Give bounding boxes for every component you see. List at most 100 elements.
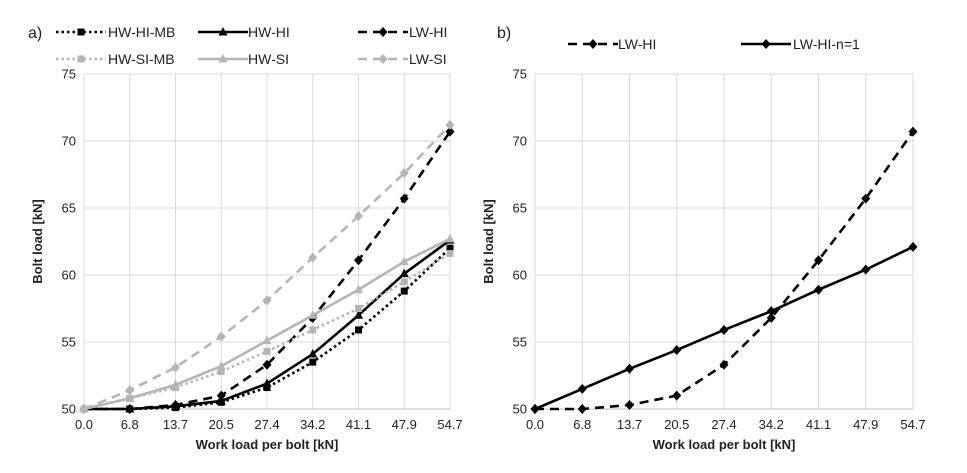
y-tick-label: 60 xyxy=(513,268,527,283)
legend-label: HW-HI xyxy=(248,24,290,40)
legend-marker xyxy=(378,54,388,64)
x-tick-label: 47.9 xyxy=(853,417,878,432)
legend-marker xyxy=(378,27,388,37)
legend: LW-HI LW-HI-n=1 xyxy=(568,36,860,52)
legend-marker xyxy=(588,39,598,49)
data-point xyxy=(719,324,729,335)
panel-b: 50 55 60 65 70 75 0.0 6.8 13.7 20.5 27.4 34.2 41.1 47… xyxy=(481,25,926,452)
x-tick-label: 13.7 xyxy=(617,417,642,432)
data-point xyxy=(672,390,682,401)
data-point xyxy=(354,211,363,222)
data-point xyxy=(216,390,226,401)
legend-marker xyxy=(761,39,771,49)
data-point xyxy=(125,404,135,414)
data-point xyxy=(625,363,634,374)
y-tick-label: 75 xyxy=(62,67,76,82)
x-tick-label: 0.0 xyxy=(75,417,93,432)
data-point xyxy=(262,359,272,370)
data-point xyxy=(355,326,362,334)
x-tick-label: 20.5 xyxy=(209,417,234,432)
data-point xyxy=(445,119,455,130)
legend-label: LW-SI xyxy=(409,51,447,67)
data-point xyxy=(400,287,408,295)
x-tick-label: 6.8 xyxy=(121,417,139,432)
legend-label: LW-HI xyxy=(409,24,447,40)
y-axis-title: Bolt load [kN] xyxy=(30,199,45,284)
panel-label: a) xyxy=(28,25,42,42)
legend-label: HW-SI xyxy=(248,51,289,67)
y-tick-label: 65 xyxy=(62,201,76,216)
data-point xyxy=(445,233,455,243)
legend-label: LW-HI xyxy=(618,36,656,52)
y-tick-label: 50 xyxy=(62,402,76,417)
data-point xyxy=(861,264,871,275)
x-tick-label: 13.7 xyxy=(163,417,188,432)
data-point xyxy=(861,193,871,204)
legend-label: LW-HI-n=1 xyxy=(793,36,860,52)
data-point xyxy=(446,250,454,258)
data-point xyxy=(263,347,271,355)
legend: HW-HI-MB HW-HI LW-HI HW-SI-MB HW-SI LW-SI xyxy=(56,24,447,67)
y-axis-title: Bolt load [kN] xyxy=(481,199,496,284)
x-tick-label: 34.2 xyxy=(759,417,784,432)
data-point xyxy=(445,126,455,137)
series-line xyxy=(84,130,452,411)
data-point xyxy=(308,310,318,319)
data-point xyxy=(217,367,225,375)
data-point xyxy=(530,404,540,414)
y-tick-label: 55 xyxy=(62,335,76,350)
y-tick-label: 55 xyxy=(513,335,527,350)
x-tick-label: 20.5 xyxy=(664,417,689,432)
grid xyxy=(534,73,914,410)
x-axis-title: Work load per bolt [kN] xyxy=(653,437,796,452)
x-tick-label: 34.2 xyxy=(300,417,325,432)
data-point xyxy=(216,331,226,342)
y-tick-label: 65 xyxy=(513,201,527,216)
data-point xyxy=(79,404,89,414)
data-point xyxy=(262,295,272,306)
data-point xyxy=(125,385,135,396)
data-point xyxy=(263,384,271,392)
data-point xyxy=(908,241,918,252)
data-point xyxy=(171,379,180,389)
y-tick-label: 70 xyxy=(62,134,76,149)
data-point xyxy=(577,404,587,414)
x-tick-label: 6.8 xyxy=(573,417,591,432)
panel-a: 50 55 60 65 70 75 0.0 6.8 13.7 20.5 27.4 34.2 41.1 47… xyxy=(28,24,463,452)
legend-label: HW-SI-MB xyxy=(108,51,175,67)
x-tick-label: 47.9 xyxy=(392,417,417,432)
data-point xyxy=(399,268,409,278)
data-point xyxy=(308,252,318,263)
legend-marker xyxy=(218,27,228,36)
data-point xyxy=(908,126,918,137)
data-point xyxy=(672,345,682,356)
data-point xyxy=(719,359,729,370)
x-tick-label: 54.7 xyxy=(437,417,462,432)
data-point xyxy=(446,244,454,252)
data-point xyxy=(309,358,317,366)
panel-label: b) xyxy=(497,25,511,42)
data-point xyxy=(308,349,318,358)
data-point xyxy=(814,284,823,295)
data-point xyxy=(399,256,409,266)
data-point xyxy=(125,393,135,402)
x-tick-label: 27.4 xyxy=(711,417,736,432)
legend-label: HW-HI-MB xyxy=(108,24,175,40)
data-point xyxy=(625,399,634,410)
data-point xyxy=(399,193,409,204)
data-point xyxy=(216,361,226,370)
data-point xyxy=(354,255,363,266)
x-tick-label: 0.0 xyxy=(526,417,544,432)
x-tick-label: 27.4 xyxy=(254,417,279,432)
series-lw-hi xyxy=(530,126,918,414)
y-tick-label: 70 xyxy=(513,134,527,149)
data-point xyxy=(814,255,823,266)
x-tick-label: 54.7 xyxy=(900,417,925,432)
data-point xyxy=(399,168,409,179)
series-lw-hi-n-1 xyxy=(530,241,918,414)
legend-marker xyxy=(77,55,85,63)
x-axis-title: Work load per bolt [kN] xyxy=(196,437,339,452)
series-lw-si xyxy=(79,119,455,414)
data-point xyxy=(766,312,776,323)
